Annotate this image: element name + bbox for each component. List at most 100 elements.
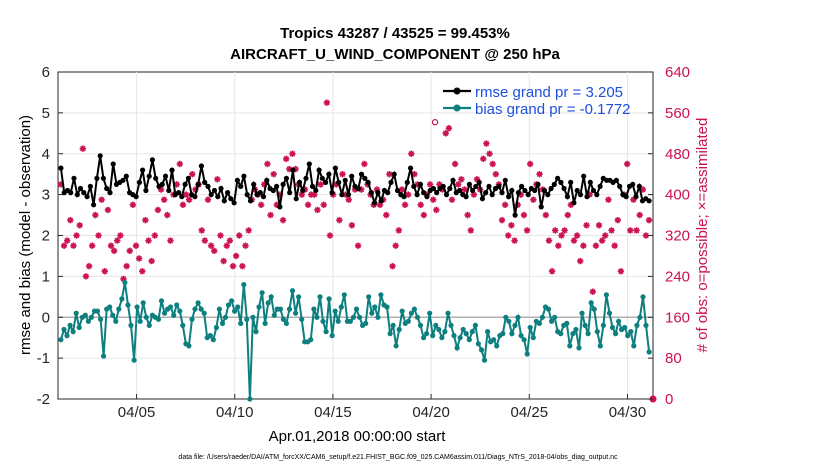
bias-point bbox=[320, 318, 326, 324]
rmse-point bbox=[123, 173, 129, 179]
bias-point bbox=[213, 324, 219, 331]
bias-point bbox=[463, 331, 469, 337]
bias-point bbox=[582, 322, 588, 328]
rmse-point bbox=[100, 175, 106, 181]
y-right-tick-label: 480 bbox=[665, 146, 690, 163]
obs-count-point bbox=[645, 216, 653, 224]
bias-point bbox=[478, 347, 485, 353]
rmse-point bbox=[274, 183, 280, 189]
bias-point bbox=[82, 312, 88, 318]
bias-point bbox=[640, 294, 646, 300]
bias-point bbox=[631, 343, 637, 349]
bias-point bbox=[277, 306, 283, 312]
bias-point bbox=[350, 314, 357, 320]
obs-count-point bbox=[448, 196, 456, 203]
y-right-tick-label: 320 bbox=[665, 228, 690, 245]
bias-point bbox=[491, 337, 497, 343]
bias-point bbox=[140, 300, 146, 306]
obs-count-point bbox=[79, 145, 87, 152]
rmse-point bbox=[457, 187, 463, 194]
bias-point bbox=[265, 300, 271, 306]
rmse-point bbox=[421, 190, 427, 196]
bias-point bbox=[637, 314, 643, 320]
bias-point bbox=[210, 337, 216, 343]
rmse-point bbox=[241, 173, 247, 179]
rmse-point bbox=[185, 175, 191, 181]
obs-count-point bbox=[498, 216, 506, 224]
rmse-point bbox=[368, 190, 374, 196]
bias-point bbox=[390, 322, 396, 328]
bias-point bbox=[506, 318, 512, 324]
rmse-point bbox=[486, 183, 492, 189]
bias-point bbox=[341, 292, 347, 298]
rmse-point bbox=[594, 192, 600, 198]
obs-count-point bbox=[430, 196, 437, 203]
bias-point bbox=[289, 288, 296, 294]
obs-count-point bbox=[455, 181, 462, 188]
y-left-tick-label: -2 bbox=[37, 391, 50, 408]
obs-count-point bbox=[151, 232, 158, 239]
rmse-point bbox=[270, 187, 276, 194]
bias-point bbox=[244, 316, 250, 322]
bias-point bbox=[162, 310, 168, 316]
rmse-point bbox=[538, 204, 544, 210]
rmse-point bbox=[388, 179, 394, 185]
obs-count-point bbox=[467, 227, 474, 234]
obs-count-point bbox=[132, 242, 140, 249]
bias-point bbox=[616, 318, 622, 324]
obs-count-point bbox=[160, 196, 168, 203]
rmse-point bbox=[336, 179, 342, 185]
y-right-tick-label: 80 bbox=[665, 350, 682, 367]
bias-point bbox=[530, 335, 536, 341]
bias-point bbox=[521, 337, 527, 343]
bias-point bbox=[469, 329, 475, 335]
rmse-point bbox=[316, 167, 322, 173]
rmse-point bbox=[476, 179, 482, 185]
obs-count-point bbox=[354, 242, 362, 249]
obs-count-point bbox=[630, 196, 637, 203]
legend: rmse grand pr = 3.205 bias grand pr = -0… bbox=[443, 84, 631, 118]
rmse-point bbox=[646, 198, 652, 204]
bias-point bbox=[634, 322, 640, 328]
rmse-point bbox=[483, 190, 489, 196]
obs-count-point bbox=[179, 201, 187, 209]
bias-point bbox=[308, 337, 314, 343]
obs-count-point bbox=[636, 211, 643, 219]
y-axis-right-ticks: 0 80 160 240 320 400 480 560 640 bbox=[648, 64, 690, 408]
bias-point bbox=[393, 343, 399, 349]
obs-count-point bbox=[85, 262, 93, 270]
obs-count-point bbox=[389, 262, 396, 270]
legend-rmse-marker bbox=[453, 87, 461, 95]
x-axis-ticks: 04/05 04/10 04/15 04/20 04/25 04/30 bbox=[118, 394, 646, 421]
obs-count-point bbox=[186, 196, 193, 203]
y-left-tick-label: 2 bbox=[42, 228, 50, 245]
x-tick-label: 04/15 bbox=[314, 404, 352, 421]
rmse-point bbox=[613, 177, 620, 183]
rmse-point bbox=[211, 187, 218, 194]
bias-point bbox=[222, 314, 229, 320]
bias-point bbox=[509, 331, 515, 337]
bias-point bbox=[518, 333, 524, 339]
obs-count-point bbox=[555, 242, 562, 249]
bias-point bbox=[564, 320, 570, 326]
rmse-point bbox=[143, 187, 149, 194]
rmse-point bbox=[198, 163, 204, 169]
rmse-point bbox=[358, 171, 365, 177]
rmse-point bbox=[133, 194, 139, 200]
obs-count-point bbox=[70, 242, 77, 249]
obs-count-point bbox=[167, 237, 174, 244]
obs-count-point bbox=[451, 160, 459, 168]
bias-point bbox=[475, 341, 481, 347]
rmse-point bbox=[313, 187, 319, 194]
bias-point bbox=[625, 333, 631, 339]
rmse-point bbox=[323, 179, 329, 185]
rmse-point bbox=[440, 183, 446, 189]
bias-point bbox=[353, 306, 360, 312]
obs-count-point bbox=[314, 206, 321, 214]
obs-count-point bbox=[545, 237, 553, 244]
obs-count-point bbox=[577, 257, 584, 265]
bias-point bbox=[101, 353, 107, 359]
bias-point bbox=[430, 333, 436, 339]
bias-point bbox=[414, 314, 421, 320]
rmse-point bbox=[545, 192, 551, 198]
